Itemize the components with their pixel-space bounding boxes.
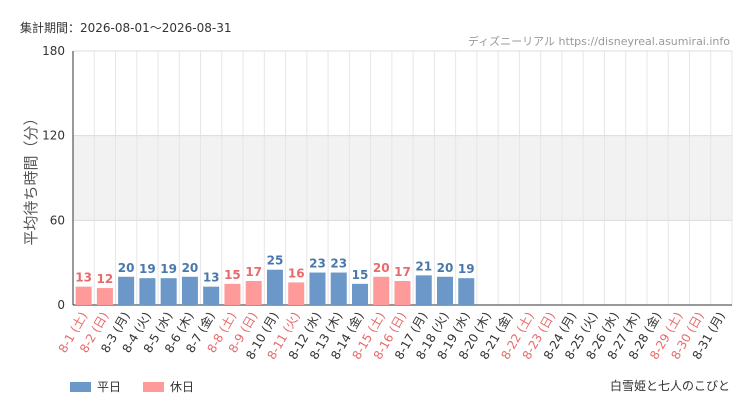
bar [160, 278, 177, 305]
bar [415, 275, 432, 305]
attraction-name: 白雪姫と七人のこびと [609, 379, 730, 393]
bar-value-label: 19 [160, 262, 177, 276]
bar [309, 272, 326, 305]
legend-swatch-weekday [70, 381, 91, 392]
bar-value-label: 25 [267, 254, 284, 268]
bar [96, 288, 113, 305]
bar [330, 272, 347, 305]
bar [118, 276, 135, 305]
bar [373, 276, 390, 305]
bar [203, 286, 220, 305]
y-tick-label: 180 [42, 44, 65, 58]
bar [351, 283, 368, 305]
bar [266, 269, 283, 305]
bar [75, 286, 92, 305]
legend-label-weekday: 平日 [97, 380, 122, 394]
bar [181, 276, 198, 305]
bar-value-label: 23 [330, 257, 347, 271]
bar [245, 281, 262, 305]
legend-swatch-holiday [143, 381, 165, 392]
bar-value-label: 20 [118, 261, 135, 275]
bar-value-label: 23 [309, 257, 326, 271]
legend-item-weekday[interactable]: 平日 [70, 378, 121, 395]
bar [458, 278, 475, 305]
period-label: 集計期間：2026-08-01～2026-08-31 [20, 21, 232, 35]
bar-value-label: 20 [373, 261, 390, 275]
bar-value-label: 17 [245, 265, 262, 279]
bar-value-label: 20 [437, 261, 454, 275]
bar-value-label: 15 [224, 268, 241, 282]
legend: 平日 休日 [70, 378, 216, 395]
bar-value-label: 19 [139, 262, 156, 276]
legend-item-holiday[interactable]: 休日 [143, 378, 194, 395]
bar [288, 282, 305, 305]
bar [394, 281, 411, 305]
bar-value-label: 12 [97, 272, 114, 286]
bar-value-label: 20 [182, 261, 199, 275]
bar-value-label: 16 [288, 266, 305, 280]
bar [437, 276, 454, 305]
bar-value-label: 13 [203, 271, 220, 285]
y-tick-label: 60 [50, 213, 65, 227]
bar [139, 278, 156, 305]
site-credit: ディズニーリアル https://disneyreal.asumirai.inf… [467, 35, 730, 48]
bar-value-label: 21 [415, 259, 432, 273]
y-axis-title: 平均待ち時間（分） [22, 110, 40, 245]
bar [224, 283, 241, 305]
bar-value-label: 15 [352, 268, 369, 282]
y-tick-label: 120 [42, 129, 65, 143]
bar-value-label: 17 [394, 265, 411, 279]
bar-value-label: 19 [458, 262, 475, 276]
bar-value-label: 13 [75, 271, 92, 285]
legend-label-holiday: 休日 [170, 380, 195, 394]
shaded-band [73, 135, 732, 221]
y-tick-label: 0 [57, 298, 65, 312]
